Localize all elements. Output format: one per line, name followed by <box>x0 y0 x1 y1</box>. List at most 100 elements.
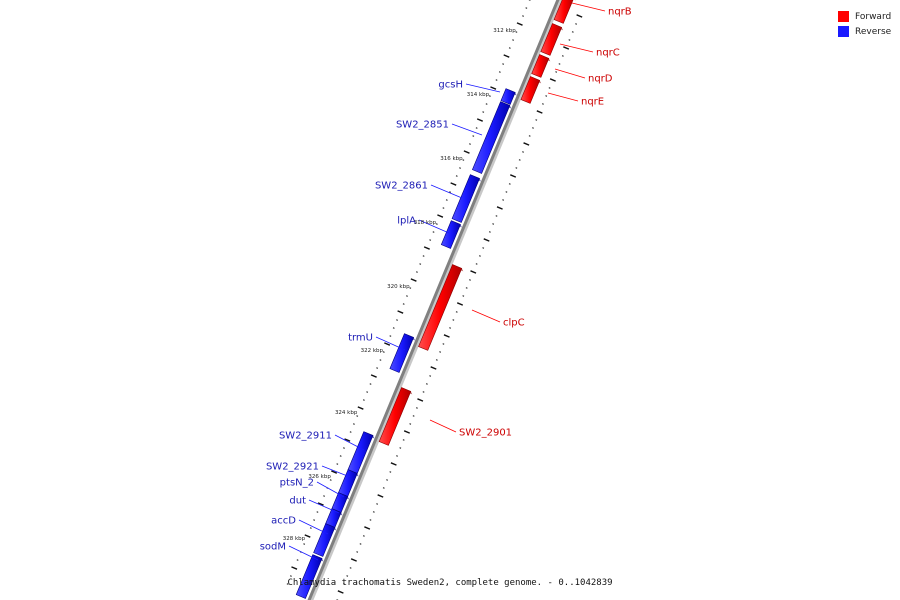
gene-label-nqrC[interactable]: nqrC <box>596 48 620 59</box>
minor-tick <box>389 335 392 337</box>
minor-tick <box>369 383 372 385</box>
gene-label-nqrD[interactable]: nqrD <box>588 74 613 85</box>
minor-tick <box>462 159 465 161</box>
minor-tick <box>349 431 352 433</box>
minor-tick <box>515 31 518 33</box>
major-tick <box>423 246 430 250</box>
minor-tick <box>409 423 412 425</box>
gene-nqrC[interactable] <box>540 23 564 56</box>
genome-backbone <box>307 0 563 600</box>
major-tick <box>476 118 483 122</box>
major-tick <box>523 142 530 146</box>
scale-label: 316 kbp <box>440 156 463 162</box>
minor-tick <box>406 295 408 297</box>
backbone-shadow <box>310 0 563 600</box>
minor-tick <box>495 215 498 217</box>
legend-item-forward: Forward <box>838 9 891 24</box>
gene-label-SW2_2921[interactable]: SW2_2921 <box>266 462 319 473</box>
genes <box>295 0 576 599</box>
gene-nqrB[interactable] <box>553 0 576 24</box>
minor-tick <box>422 255 425 257</box>
gene-label-SW2_2861[interactable]: SW2_2861 <box>375 181 428 192</box>
minor-tick <box>498 71 501 73</box>
gene-label-lplA[interactable]: lplA <box>397 216 416 227</box>
minor-tick <box>558 63 561 65</box>
major-tick <box>291 566 298 570</box>
minor-tick <box>492 223 495 225</box>
scale-label: 324 kbp <box>335 410 358 416</box>
gene-nqrD[interactable] <box>531 54 551 78</box>
gene-body <box>500 88 516 105</box>
gene-lplA[interactable] <box>440 220 462 249</box>
major-tick <box>483 238 490 242</box>
leader-line <box>471 309 501 323</box>
minor-tick <box>429 239 432 241</box>
major-tick <box>443 334 450 338</box>
major-tick <box>450 182 457 186</box>
gene-label-SW2_2911[interactable]: SW2_2911 <box>279 431 332 442</box>
gene-SW2_2861[interactable] <box>451 174 482 223</box>
leader-line <box>547 92 579 102</box>
minor-tick <box>508 47 511 49</box>
gene-nqrE[interactable] <box>520 76 542 104</box>
scale-label: 318 kbp <box>414 220 437 226</box>
major-tick <box>490 86 497 90</box>
gene-SW2_2901[interactable] <box>378 387 413 446</box>
gene-label-SW2_2851[interactable]: SW2_2851 <box>396 120 449 131</box>
leader-line <box>571 2 606 12</box>
minor-tick <box>409 287 412 289</box>
minor-tick <box>439 351 442 353</box>
gene-label-accD[interactable]: accD <box>271 516 296 527</box>
leader-line <box>465 83 501 93</box>
major-tick <box>456 302 464 306</box>
gene-label-ptsN_2[interactable]: ptsN_2 <box>280 478 314 489</box>
minor-tick <box>469 143 471 145</box>
minor-tick <box>399 447 402 449</box>
minor-tick <box>515 167 518 169</box>
minor-tick <box>485 103 488 105</box>
gene-accD[interactable] <box>313 523 337 557</box>
gene-label-SW2_2901[interactable]: SW2_2901 <box>459 428 512 439</box>
major-tick <box>377 494 384 498</box>
gene-gcsH[interactable] <box>500 88 517 105</box>
minor-tick <box>329 479 332 481</box>
minor-tick <box>356 551 359 553</box>
minor-tick <box>462 295 465 297</box>
legend-label-forward: Forward <box>855 11 892 22</box>
gene-trmU[interactable] <box>389 333 416 373</box>
minor-tick <box>561 55 564 57</box>
gene-label-trmU[interactable]: trmU <box>348 333 373 344</box>
gene-SW2_2851[interactable] <box>471 101 512 174</box>
gene-label-nqrB[interactable]: nqrB <box>608 7 632 18</box>
gene-label-dut[interactable]: dut <box>289 496 306 507</box>
major-tick <box>350 558 357 562</box>
gene-label-nqrE[interactable]: nqrE <box>581 97 604 108</box>
leader-line <box>418 219 450 234</box>
gene-clpC[interactable] <box>418 264 464 351</box>
major-tick <box>516 22 523 26</box>
leader-line <box>288 545 319 561</box>
minor-tick <box>525 7 528 9</box>
minor-tick <box>343 583 345 585</box>
gene-label-clpC[interactable]: clpC <box>503 318 525 329</box>
gene-sodM[interactable] <box>295 554 324 599</box>
major-tick <box>384 342 391 346</box>
gene-body <box>378 387 412 446</box>
leader-line <box>316 481 345 498</box>
reverse-swatch <box>838 26 849 37</box>
leader-line <box>321 465 351 478</box>
minor-tick <box>455 175 458 177</box>
gene-body <box>389 333 415 373</box>
minor-tick <box>518 159 521 161</box>
gene-body <box>540 23 563 56</box>
major-tick <box>503 54 510 58</box>
gene-label-gcsH[interactable]: gcsH <box>438 80 463 91</box>
major-tick <box>304 534 311 538</box>
minor-tick <box>415 407 418 409</box>
gene-label-sodM[interactable]: sodM <box>260 542 286 553</box>
gene-body <box>471 101 511 174</box>
leader-line <box>308 499 340 514</box>
minor-tick <box>419 263 422 265</box>
minor-tick <box>502 63 505 65</box>
minor-tick <box>432 231 435 233</box>
